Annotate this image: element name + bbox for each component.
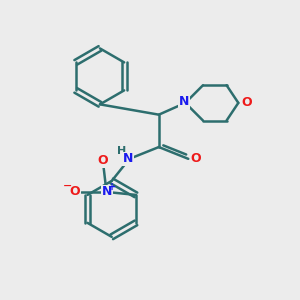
Text: O: O — [241, 96, 252, 110]
Text: −: − — [63, 181, 72, 191]
Text: N: N — [179, 95, 189, 108]
Text: H: H — [117, 146, 126, 156]
Text: N: N — [123, 152, 133, 165]
Text: N: N — [102, 185, 112, 199]
Text: O: O — [190, 152, 201, 165]
Text: O: O — [70, 185, 80, 199]
Text: +: + — [108, 182, 116, 192]
Text: O: O — [98, 154, 108, 167]
